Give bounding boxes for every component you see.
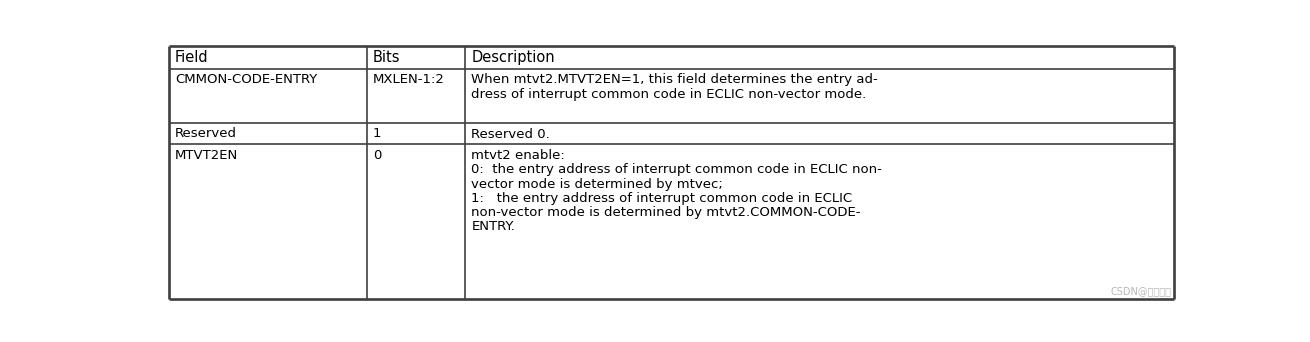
Text: 0:  the entry address of interrupt common code in ECLIC non-: 0: the entry address of interrupt common… <box>472 163 883 176</box>
Text: Reserved 0.: Reserved 0. <box>472 128 550 141</box>
Text: Reserved: Reserved <box>176 127 237 140</box>
Text: mtvt2 enable:: mtvt2 enable: <box>472 149 565 162</box>
Text: Bits: Bits <box>373 50 401 65</box>
Text: CSDN@安全有理: CSDN@安全有理 <box>1111 287 1172 297</box>
Text: CMMON-CODE-ENTRY: CMMON-CODE-ENTRY <box>176 73 317 86</box>
Text: 1:   the entry address of interrupt common code in ECLIC: 1: the entry address of interrupt common… <box>472 192 853 205</box>
Text: 1: 1 <box>373 127 381 140</box>
Text: Field: Field <box>176 50 208 65</box>
Text: Description: Description <box>472 50 555 65</box>
Text: MTVT2EN: MTVT2EN <box>176 149 238 162</box>
Text: 0: 0 <box>373 149 381 162</box>
Text: vector mode is determined by mtvec;: vector mode is determined by mtvec; <box>472 177 723 190</box>
Text: ENTRY.: ENTRY. <box>472 220 515 233</box>
Text: When mtvt2.MTVT2EN=1, this field determines the entry ad-: When mtvt2.MTVT2EN=1, this field determi… <box>472 73 878 86</box>
Text: MXLEN-1:2: MXLEN-1:2 <box>373 73 445 86</box>
Text: dress of interrupt common code in ECLIC non-vector mode.: dress of interrupt common code in ECLIC … <box>472 88 867 101</box>
Text: non-vector mode is determined by mtvt2.COMMON-CODE-: non-vector mode is determined by mtvt2.C… <box>472 206 861 219</box>
